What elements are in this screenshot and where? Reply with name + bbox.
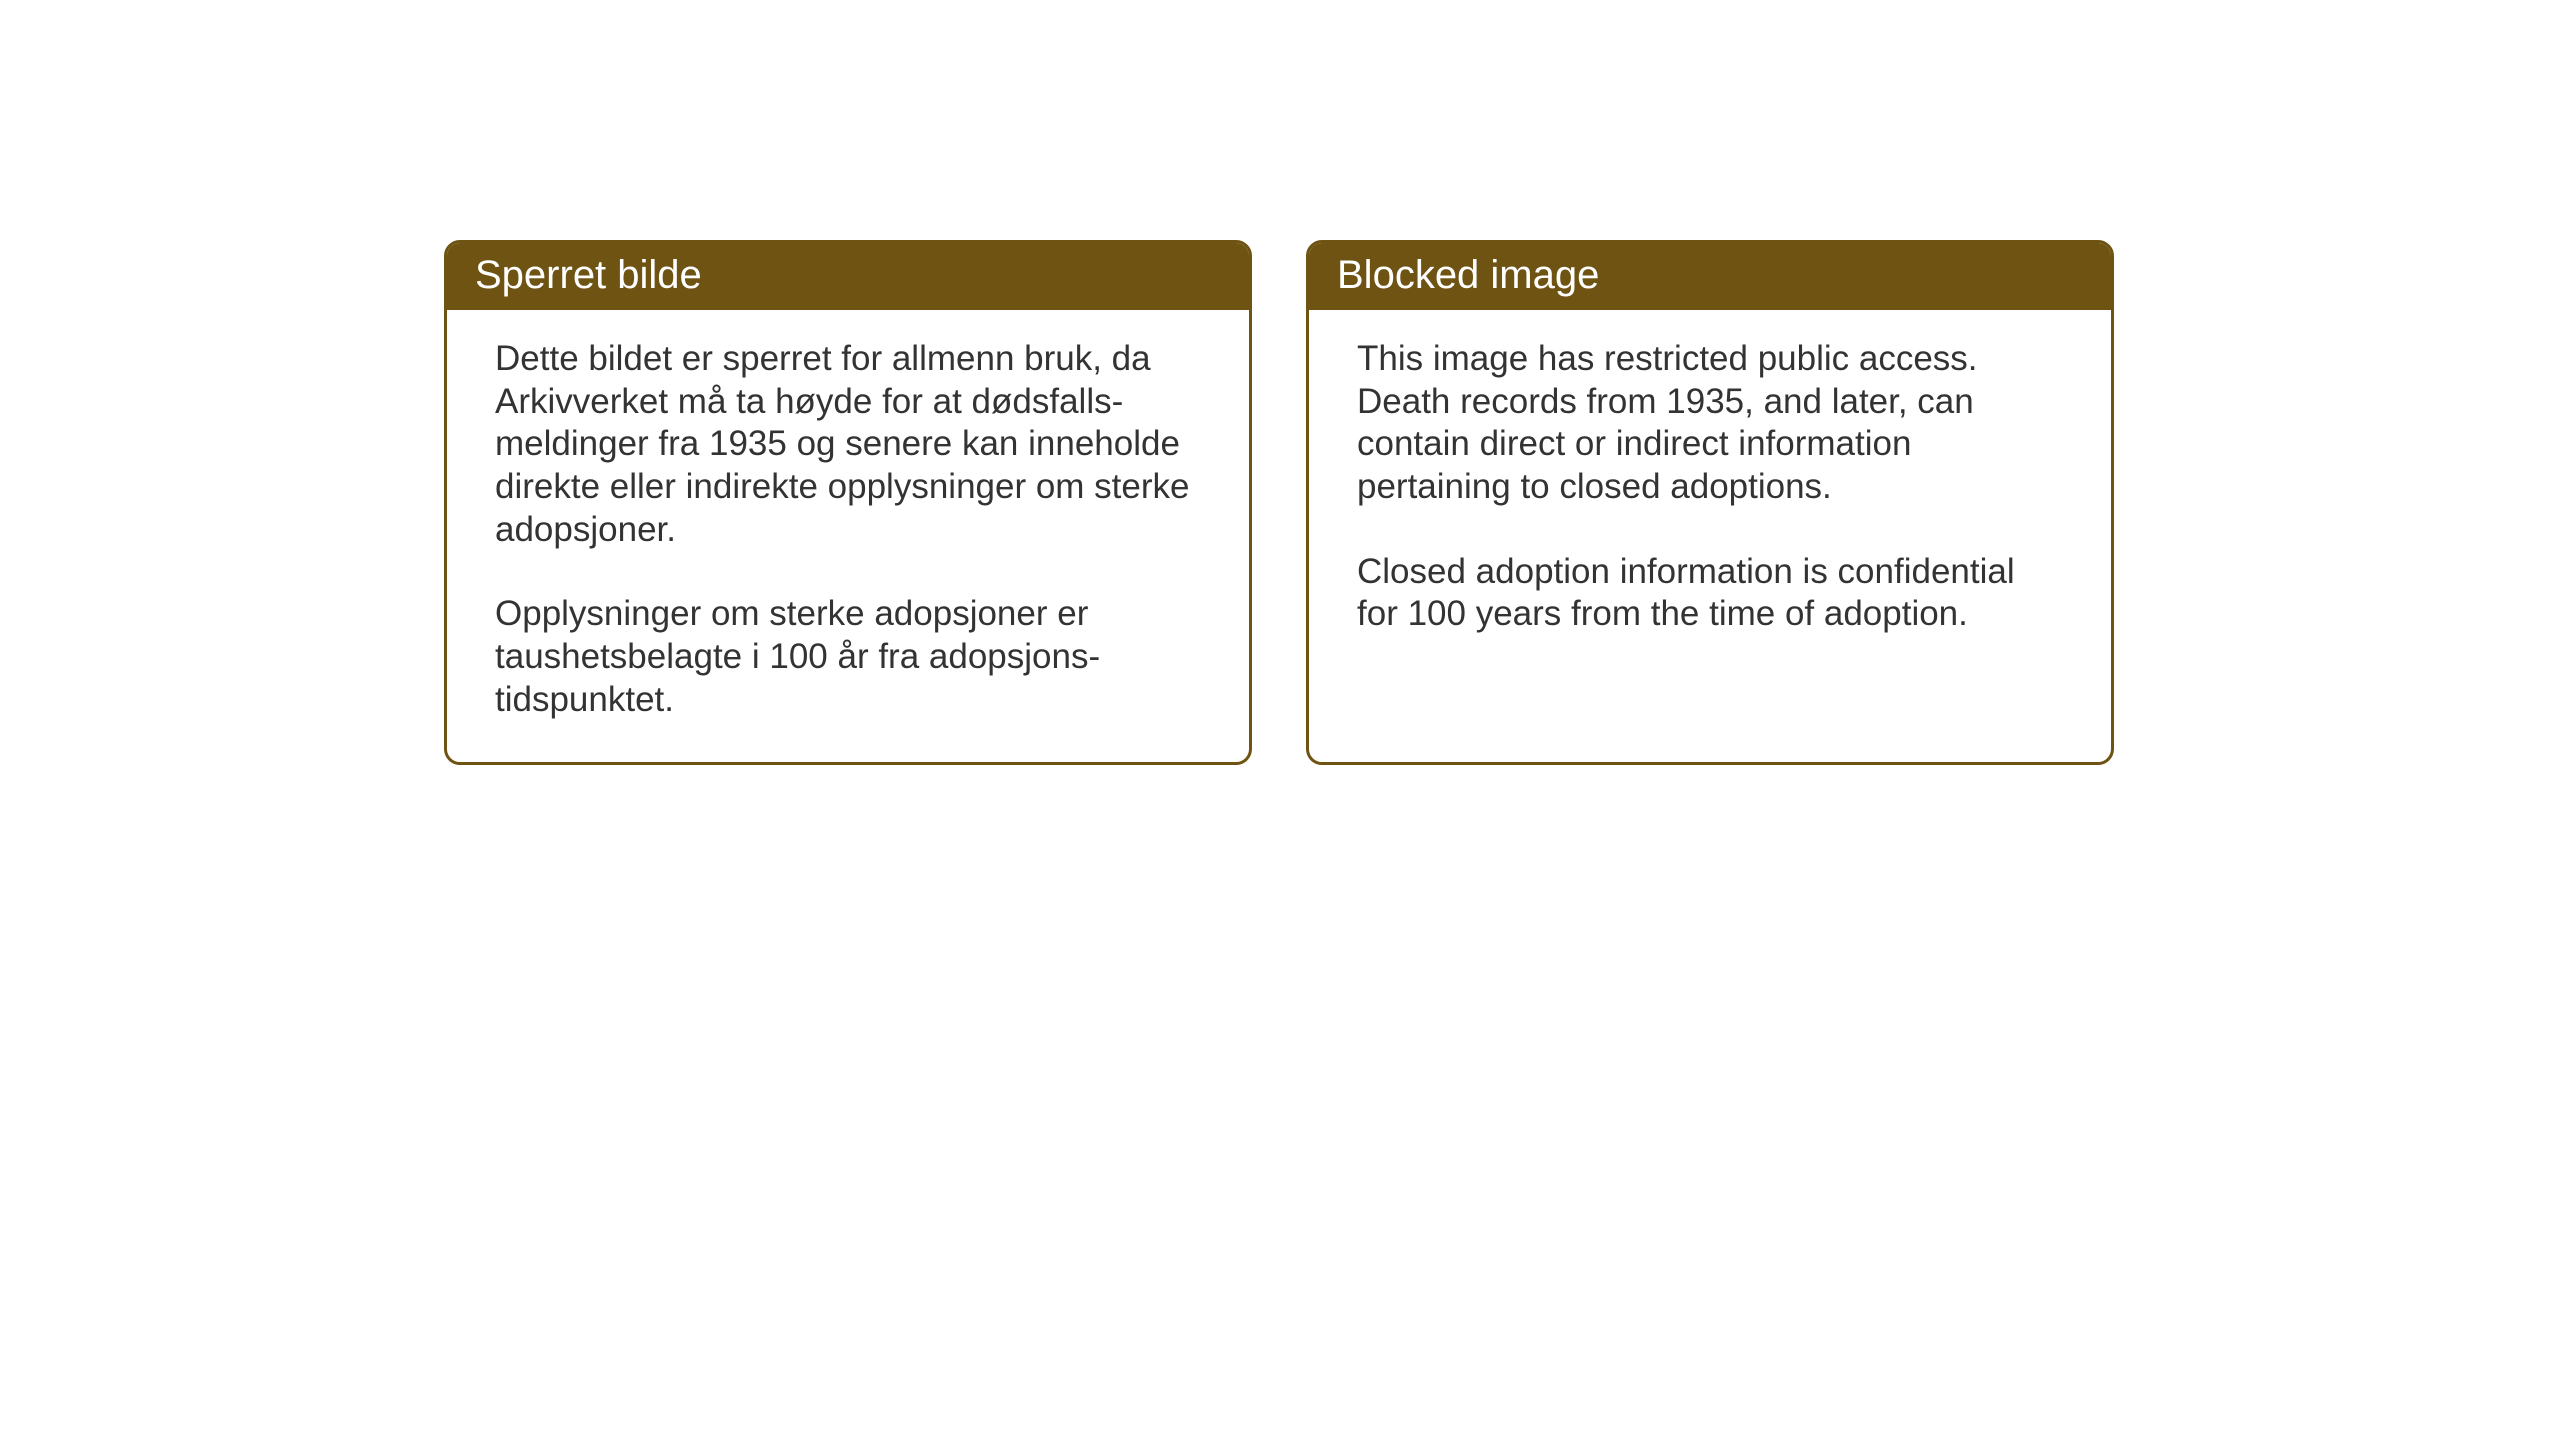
english-card-body: This image has restricted public access.… (1309, 310, 2111, 676)
english-title: Blocked image (1337, 253, 1599, 297)
norwegian-card-body: Dette bildet er sperret for allmenn bruk… (447, 310, 1249, 762)
english-paragraph-2: Closed adoption information is confident… (1357, 551, 2063, 636)
norwegian-card-header: Sperret bilde (447, 243, 1249, 310)
english-paragraph-1: This image has restricted public access.… (1357, 338, 2063, 509)
english-card-header: Blocked image (1309, 243, 2111, 310)
norwegian-title: Sperret bilde (475, 253, 702, 297)
norwegian-card: Sperret bilde Dette bildet er sperret fo… (444, 240, 1252, 765)
english-card: Blocked image This image has restricted … (1306, 240, 2114, 765)
norwegian-paragraph-1: Dette bildet er sperret for allmenn bruk… (495, 338, 1201, 551)
notice-container: Sperret bilde Dette bildet er sperret fo… (444, 240, 2114, 765)
norwegian-paragraph-2: Opplysninger om sterke adopsjoner er tau… (495, 593, 1201, 721)
